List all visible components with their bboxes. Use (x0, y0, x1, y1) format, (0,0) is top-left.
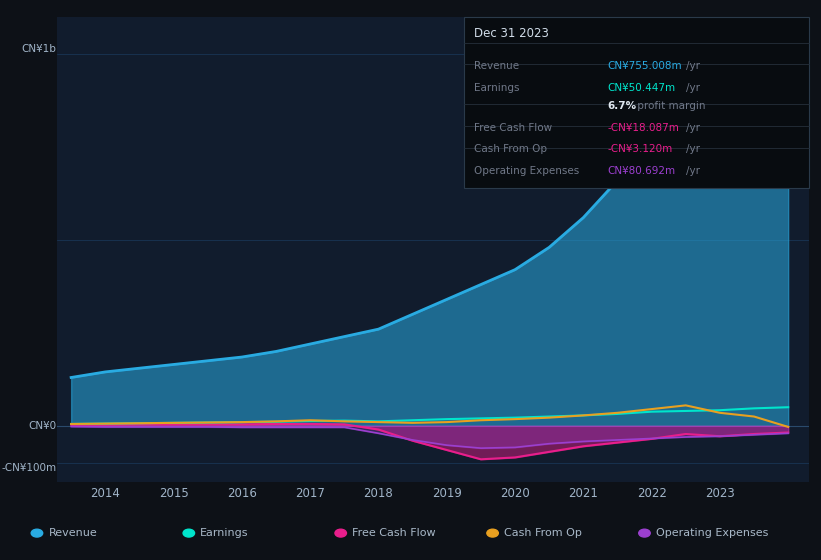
Text: Free Cash Flow: Free Cash Flow (352, 528, 436, 538)
Text: CN¥80.692m: CN¥80.692m (608, 166, 676, 176)
Text: /yr: /yr (686, 123, 699, 133)
Text: /yr: /yr (686, 61, 699, 71)
Text: Operating Expenses: Operating Expenses (656, 528, 768, 538)
Text: Revenue: Revenue (474, 61, 519, 71)
Text: Revenue: Revenue (48, 528, 97, 538)
Text: Cash From Op: Cash From Op (474, 144, 547, 155)
Text: /yr: /yr (686, 166, 699, 176)
Text: CN¥50.447m: CN¥50.447m (608, 83, 676, 92)
Text: Earnings: Earnings (200, 528, 249, 538)
Text: /yr: /yr (686, 144, 699, 155)
Text: profit margin: profit margin (634, 101, 705, 111)
Text: /yr: /yr (686, 83, 699, 92)
Text: Earnings: Earnings (474, 83, 519, 92)
Text: -CN¥18.087m: -CN¥18.087m (608, 123, 680, 133)
Text: Cash From Op: Cash From Op (504, 528, 582, 538)
Text: -CN¥3.120m: -CN¥3.120m (608, 144, 672, 155)
Text: Dec 31 2023: Dec 31 2023 (474, 27, 548, 40)
Text: CN¥0: CN¥0 (29, 421, 57, 431)
Text: Operating Expenses: Operating Expenses (474, 166, 579, 176)
Text: Free Cash Flow: Free Cash Flow (474, 123, 552, 133)
Text: CN¥1b: CN¥1b (22, 44, 57, 54)
Text: -CN¥100m: -CN¥100m (2, 463, 57, 473)
Text: 6.7%: 6.7% (608, 101, 636, 111)
Text: CN¥755.008m: CN¥755.008m (608, 61, 682, 71)
